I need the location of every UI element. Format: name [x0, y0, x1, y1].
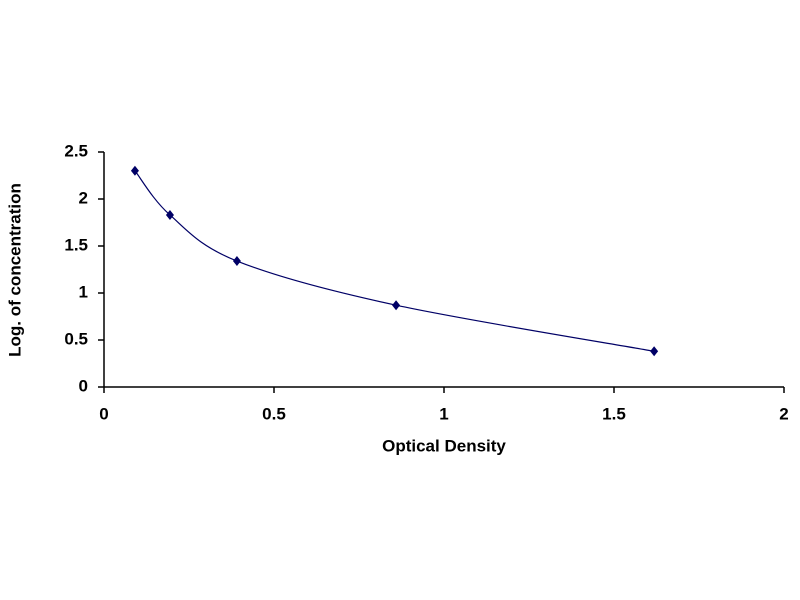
y-tick-label: 2 — [79, 188, 88, 207]
y-tick-label: 0 — [79, 376, 88, 395]
point — [165, 209, 174, 220]
point — [392, 300, 401, 311]
x-tick-label: 1.5 — [602, 404, 626, 423]
point — [130, 165, 139, 176]
x-tick-label: 1 — [439, 404, 448, 423]
x-tick-label: 0.5 — [262, 404, 286, 423]
y-tick-label: 1 — [79, 282, 88, 301]
y-axis-title: Log. of concentration — [5, 183, 24, 357]
y-tick-label: 2.5 — [64, 141, 88, 160]
x-tick-label: 2 — [779, 404, 788, 423]
y-tick-label: 1.5 — [64, 235, 88, 254]
x-axis-title: Optical Density — [382, 436, 506, 455]
point — [650, 346, 659, 357]
y-tick-label: 0.5 — [64, 329, 88, 348]
point — [232, 256, 241, 267]
x-tick-label: 0 — [99, 404, 108, 423]
